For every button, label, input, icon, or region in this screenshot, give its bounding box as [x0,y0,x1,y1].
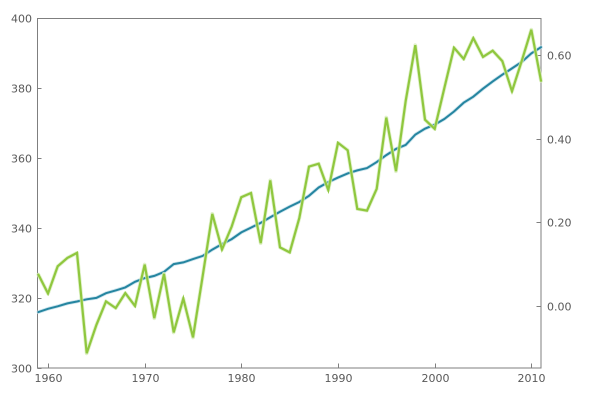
x-tick-label-2000: 2000 [422,372,450,385]
right-tick-label-0.40: 0.40 [547,134,572,147]
x-tick-label-1960: 1960 [35,372,63,385]
left-tick-label-380: 380 [11,83,32,96]
right-tick-label-0.20: 0.20 [547,217,572,230]
right-tick-label-0.00: 0.00 [547,301,572,314]
x-tick-label-2010: 2010 [518,372,546,385]
left-tick-label-300: 300 [11,363,32,376]
x-tick-label-1970: 1970 [132,372,160,385]
temperature-anomaly-annual-line [37,29,543,354]
x-tick-label-1980: 1980 [228,372,256,385]
plot-border [37,18,542,369]
left-tick-label-400: 400 [11,13,32,26]
left-tick-label-340: 340 [11,223,32,236]
x-tick-label-1990: 1990 [325,372,353,385]
right-tick-label-0.60: 0.60 [547,50,572,63]
co2-concentration-smooth-line [37,46,542,314]
co2-concentration-smooth-halo [36,45,543,314]
left-tick-label-320: 320 [11,293,32,306]
temperature-anomaly-annual-halo [36,27,543,356]
left-tick-label-360: 360 [11,153,32,166]
